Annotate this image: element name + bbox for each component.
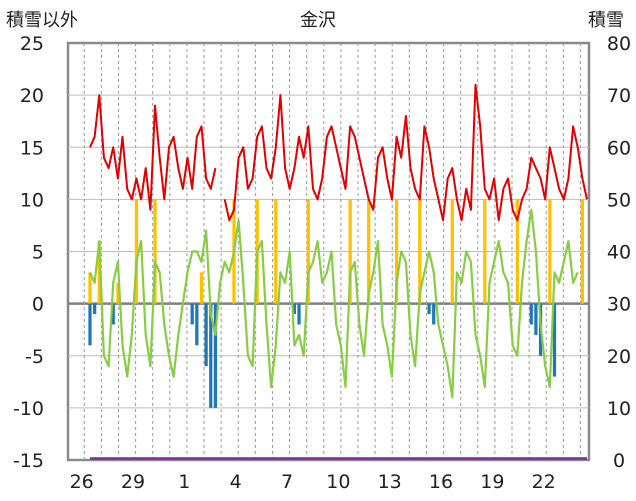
snow-bar — [450, 199, 454, 304]
rain-bar — [204, 303, 208, 367]
y-tick-left: -10 — [13, 398, 44, 420]
y-tick-left: 15 — [20, 137, 44, 159]
rain-bar — [292, 303, 296, 315]
y-tick-left: 25 — [20, 33, 44, 55]
snow-bar — [153, 199, 157, 304]
x-tick: 29 — [121, 471, 145, 493]
rain-bar — [93, 303, 97, 315]
snow-bar — [580, 199, 584, 304]
right-axis-title: 積雪 — [588, 10, 624, 31]
rain-bar — [88, 303, 92, 346]
y-tick-right: 10 — [607, 398, 631, 420]
rain-bar — [432, 303, 436, 325]
snow-bar — [306, 199, 310, 304]
y-tick-left: 5 — [32, 242, 44, 264]
y-tick-left: 20 — [20, 85, 44, 107]
x-tick: 16 — [429, 471, 453, 493]
x-tick: 1 — [178, 471, 190, 493]
snow-bar — [134, 199, 139, 304]
x-tick: 22 — [532, 471, 556, 493]
snow-bar — [348, 199, 352, 304]
rain-bar — [297, 303, 301, 325]
rain-bar — [209, 303, 213, 408]
y-tick-right: 20 — [607, 346, 631, 368]
snow-bar — [116, 282, 120, 304]
rain-bar — [195, 303, 199, 346]
red-series-line — [223, 83, 588, 222]
rain-bar — [552, 303, 557, 377]
green-series-line — [88, 208, 579, 399]
snow-bar — [199, 272, 204, 304]
y-tick-left: 0 — [32, 294, 44, 316]
rain-bar — [534, 303, 538, 335]
y-tick-right: 50 — [607, 189, 631, 211]
x-tick: 7 — [281, 471, 293, 493]
snow-bar — [88, 272, 92, 304]
snow-bar — [515, 199, 519, 304]
y-tick-right: 70 — [607, 85, 631, 107]
snow-bar — [418, 199, 422, 304]
chart-title: 金沢 — [300, 10, 336, 31]
y-tick-left: -15 — [13, 450, 44, 472]
line-layer — [88, 83, 588, 460]
y-tick-left: 10 — [20, 189, 44, 211]
snow-bar — [483, 199, 487, 304]
axis-labels: 25 80 20 70 15 60 10 50 5 40 0 30 -5 20 -10 10 -15 0 26 29 1… — [13, 33, 631, 493]
y-tick-right: 40 — [607, 242, 631, 264]
y-tick-right: 30 — [607, 294, 631, 316]
left-axis-title: 積雪以外 — [6, 10, 78, 31]
red-series-line — [89, 94, 217, 211]
snow-bar — [394, 199, 399, 304]
x-tick: 13 — [378, 471, 402, 493]
x-tick: 10 — [326, 471, 350, 493]
snow-bar — [274, 199, 278, 304]
rain-bar — [190, 303, 194, 325]
snow-bar — [548, 199, 552, 304]
y-tick-left: -5 — [25, 346, 44, 368]
snow-bar — [97, 241, 101, 304]
snow-bar — [367, 199, 371, 304]
y-tick-right: 0 — [613, 450, 625, 472]
rain-bar — [213, 303, 218, 408]
x-tick: 26 — [70, 471, 94, 493]
x-tick: 19 — [480, 471, 504, 493]
x-tick: 4 — [230, 471, 242, 493]
rain-bar — [529, 303, 533, 325]
y-tick-right: 60 — [607, 137, 631, 159]
y-tick-right: 80 — [607, 33, 631, 55]
rain-bar — [111, 303, 115, 325]
rain-bar — [427, 303, 431, 315]
